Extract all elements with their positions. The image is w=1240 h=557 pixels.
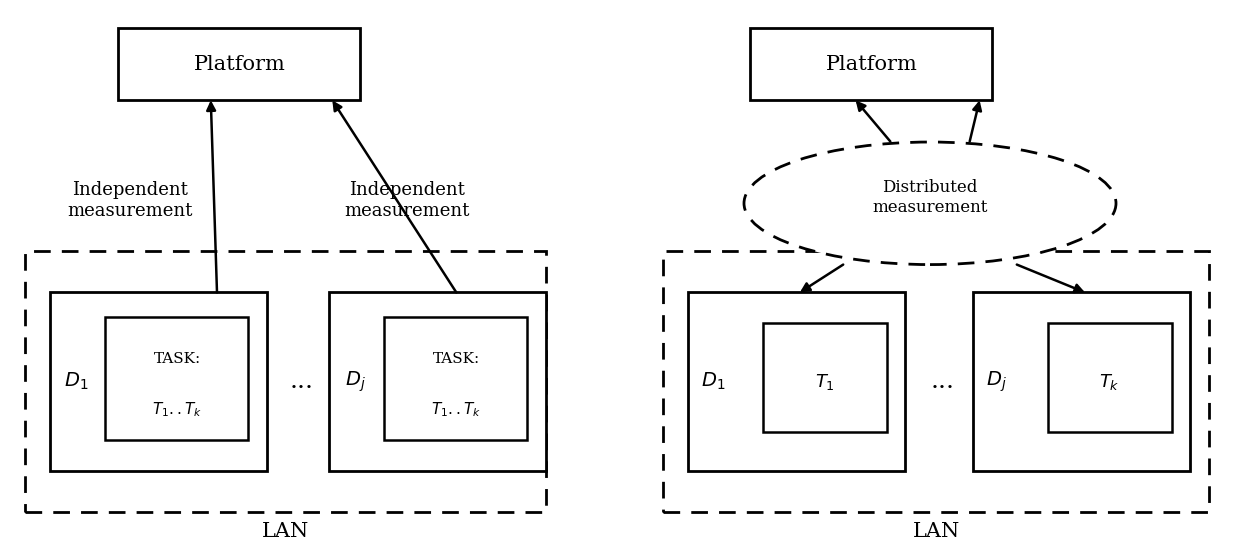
Text: ...: ... — [930, 370, 955, 393]
Text: ...: ... — [289, 370, 314, 393]
Text: TASK:: TASK: — [433, 352, 480, 367]
Text: $T_1..T_k$: $T_1..T_k$ — [153, 400, 202, 419]
Text: $T_1$: $T_1$ — [815, 372, 835, 392]
Text: Independent
measurement: Independent measurement — [67, 181, 193, 220]
Bar — [105, 317, 248, 440]
Bar — [663, 251, 1209, 512]
Text: Platform: Platform — [826, 55, 918, 74]
Text: Independent
measurement: Independent measurement — [343, 181, 470, 220]
Bar — [329, 292, 546, 471]
Text: $T_k$: $T_k$ — [1100, 372, 1120, 392]
Text: Distributed
measurement: Distributed measurement — [872, 179, 988, 216]
Ellipse shape — [744, 142, 1116, 265]
Bar — [688, 292, 905, 471]
Text: Platform: Platform — [193, 55, 285, 74]
Bar — [973, 292, 1190, 471]
Bar — [763, 323, 887, 432]
Text: $T_1..T_k$: $T_1..T_k$ — [432, 400, 481, 419]
Bar — [25, 251, 546, 512]
Text: $D_j$: $D_j$ — [986, 369, 1007, 394]
Text: $D_j$: $D_j$ — [345, 369, 366, 394]
Text: TASK:: TASK: — [154, 352, 201, 367]
Bar — [750, 28, 992, 100]
Text: LAN: LAN — [913, 522, 960, 541]
Bar — [1048, 323, 1172, 432]
Text: $D_1$: $D_1$ — [701, 371, 725, 392]
Bar — [384, 317, 527, 440]
Text: LAN: LAN — [262, 522, 309, 541]
Text: $D_1$: $D_1$ — [64, 371, 89, 392]
Bar — [50, 292, 267, 471]
Bar — [118, 28, 360, 100]
